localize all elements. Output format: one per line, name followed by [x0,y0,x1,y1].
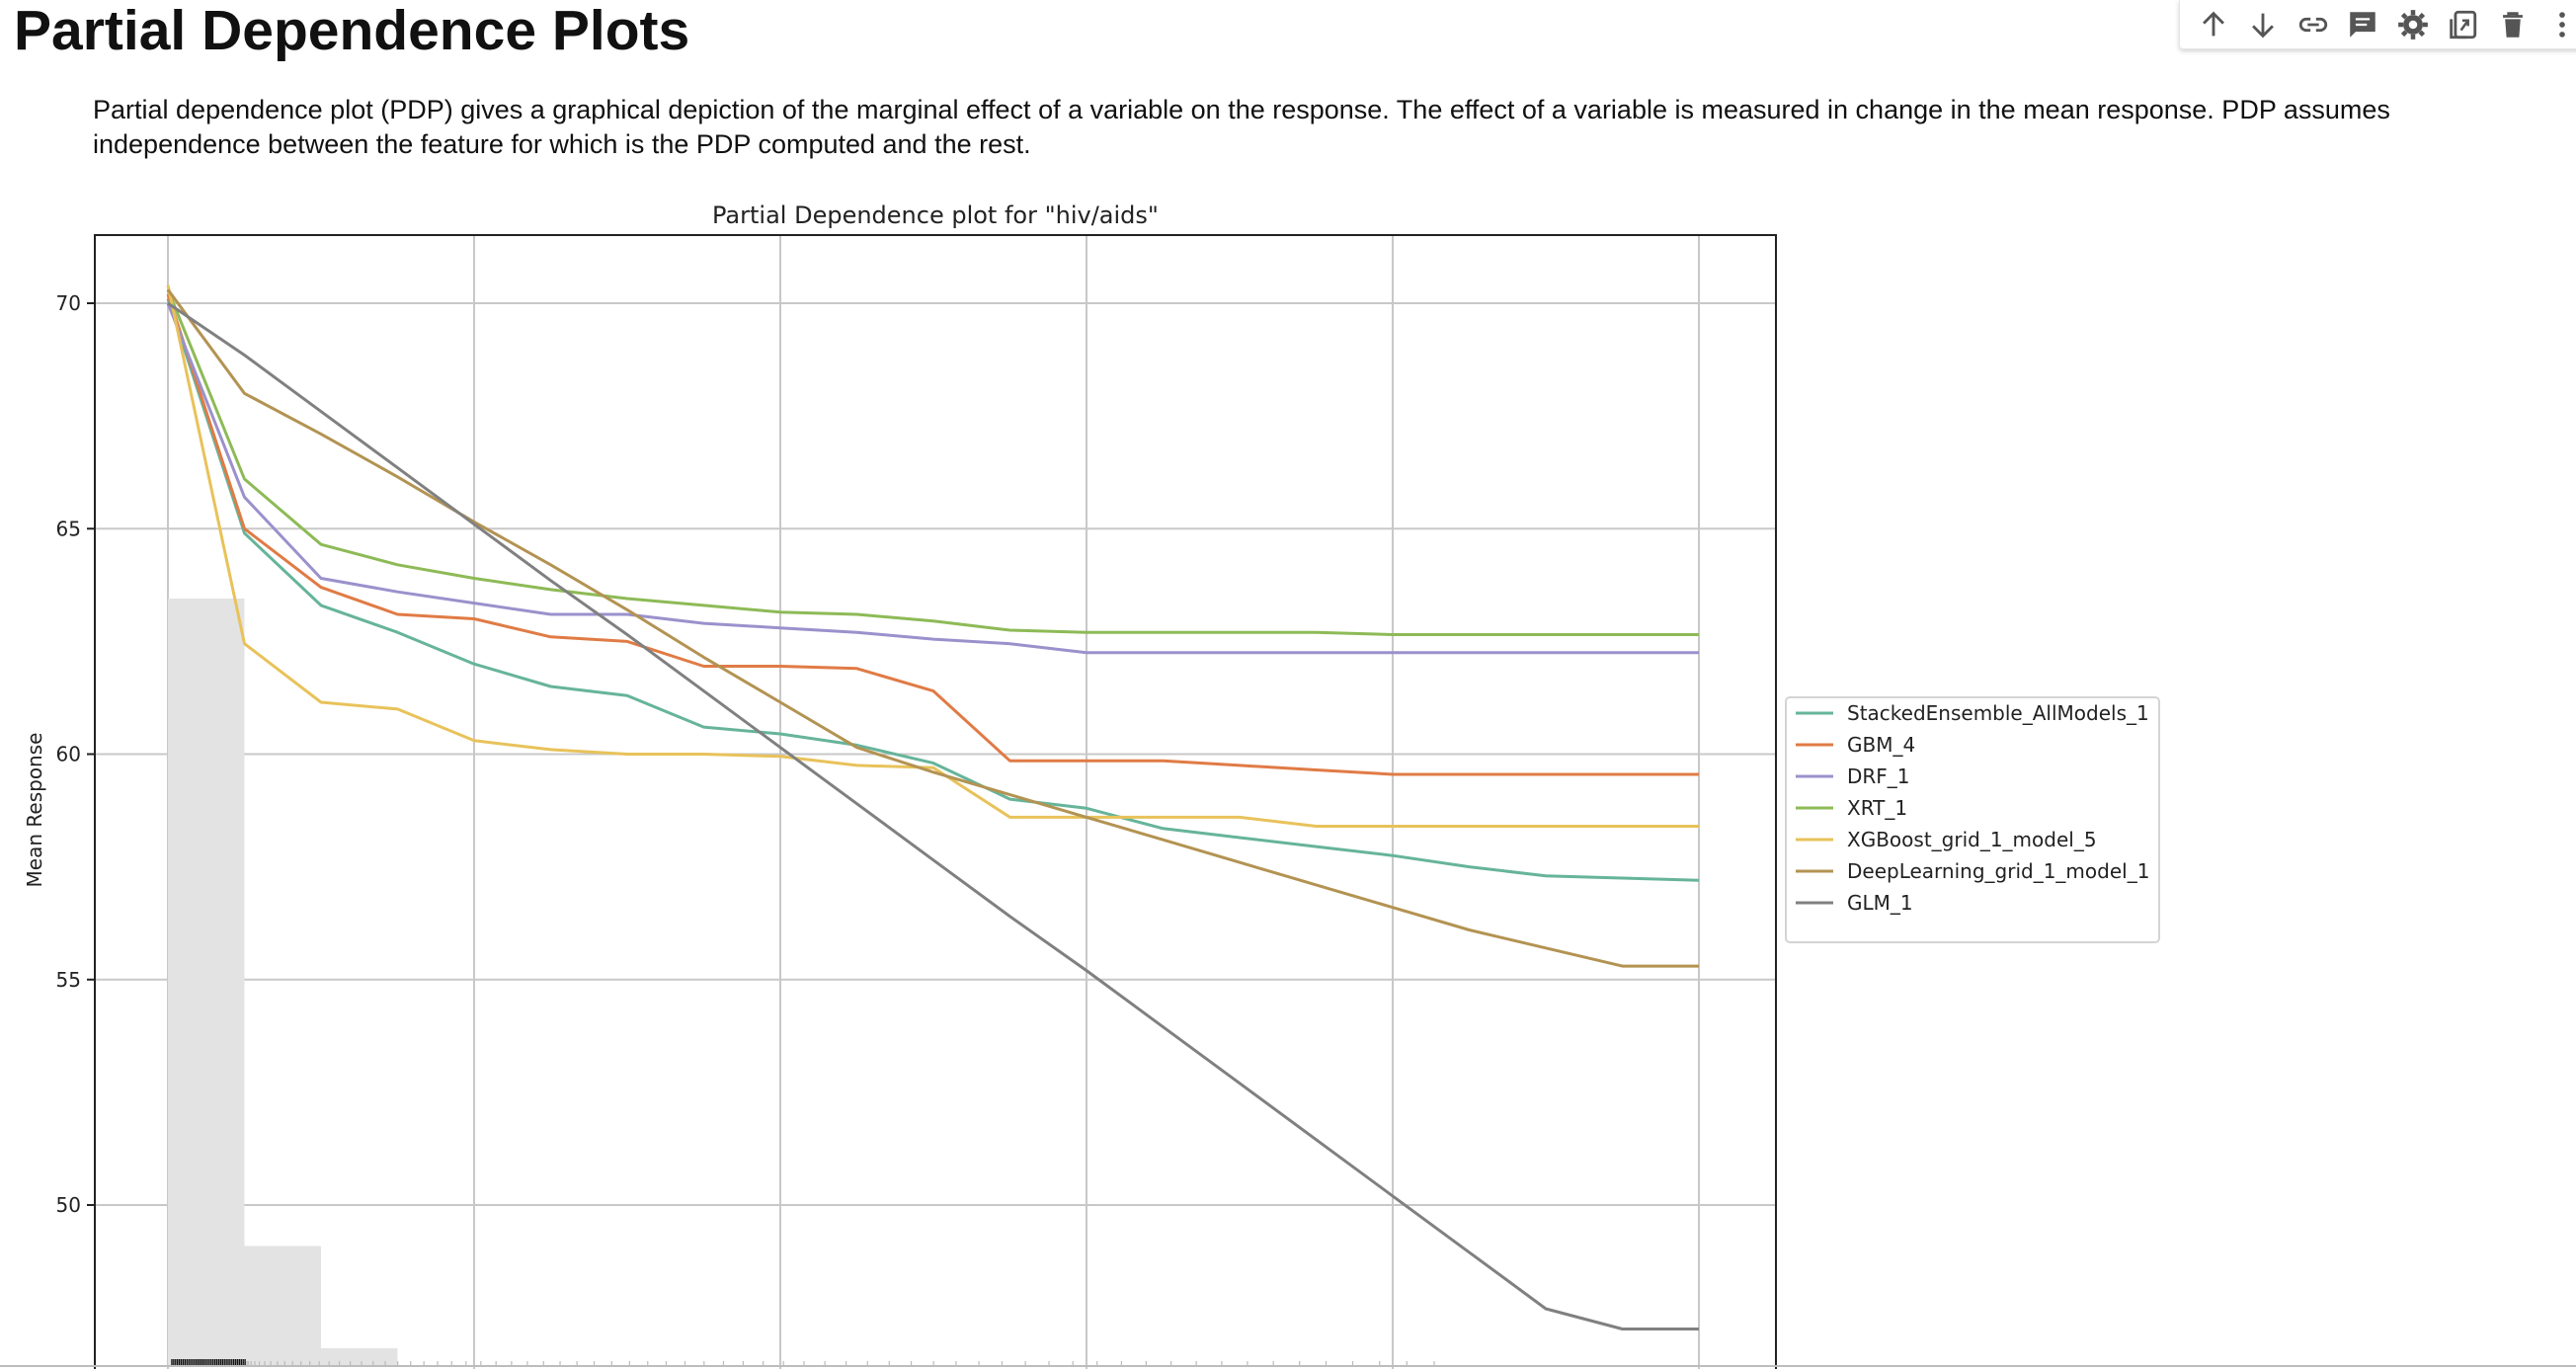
page-title: Partial Dependence Plots [14,0,690,62]
series-line-drf-1 [166,302,1699,655]
add-comment-button[interactable] [2344,4,2383,45]
trash-icon [2502,11,2523,38]
legend-entry: DeepLearning_grid_1_model_1 [1847,859,2149,883]
plot-frame [94,234,1777,1369]
legend-entry: XRT_1 [1847,796,1907,820]
legend-entry: StackedEnsemble_AllModels_1 [1847,701,2149,725]
legend-entry: XGBoost_grid_1_model_5 [1847,828,2097,851]
copy-link-button[interactable] [2294,4,2333,45]
legend-entry: DRF_1 [1847,765,1910,788]
open-in-tab-icon [2450,10,2477,39]
legend: StackedEnsemble_AllModels_1 GBM_4 DRF_1 XRT… [1785,696,2160,943]
y-tick-label: 70 [56,291,81,315]
series-lines [166,284,1700,1330]
move-up-button[interactable] [2194,4,2233,45]
series-line-xgboost-grid-1-model-5 [166,284,1699,828]
histogram-bar [244,1246,321,1367]
arrow-down-icon [2252,13,2275,38]
link-icon [2298,17,2327,32]
settings-button[interactable] [2393,4,2433,45]
cell-toolbar [2179,0,2576,49]
series-line-xrt-1 [166,288,1699,636]
y-tick-label: 50 [56,1193,81,1217]
legend-entry: GBM_4 [1847,733,1915,757]
arrow-up-icon [2202,11,2224,36]
pdp-description: Partial dependence plot (PDP) gives a gr… [93,95,2390,159]
gear-icon [2397,9,2428,40]
comment-icon [2350,11,2375,38]
y-tick-label: 65 [56,517,81,540]
y-tick-label: 60 [56,743,81,766]
more-vertical-icon [2559,11,2566,38]
histogram-bar [321,1348,398,1367]
y-tick-label: 55 [56,968,81,992]
y-axis-label: Mean Response [23,733,46,888]
y-axis: 50 55 60 65 70 [56,291,95,1217]
delete-button[interactable] [2493,4,2533,45]
series-line-glm-1 [167,301,1699,1330]
legend-box [1785,696,2160,943]
edit-in-tab-button[interactable] [2444,4,2483,45]
move-down-button[interactable] [2244,4,2284,45]
series-line-deeplearning-grid-1-model-1 [166,288,1699,968]
series-line-stackedensemble-allmodels-1 [166,297,1700,882]
distribution-histogram [168,599,398,1367]
chart-title: Partial Dependence plot for "hiv/aids" [712,201,1159,229]
series-line-gbm-4 [166,293,1699,776]
more-button[interactable] [2543,4,2576,45]
legend-entry: GLM_1 [1847,891,1913,915]
histogram-bar [168,599,245,1367]
scroll-boundary [0,1365,2576,1367]
plot-area [95,235,1776,1369]
